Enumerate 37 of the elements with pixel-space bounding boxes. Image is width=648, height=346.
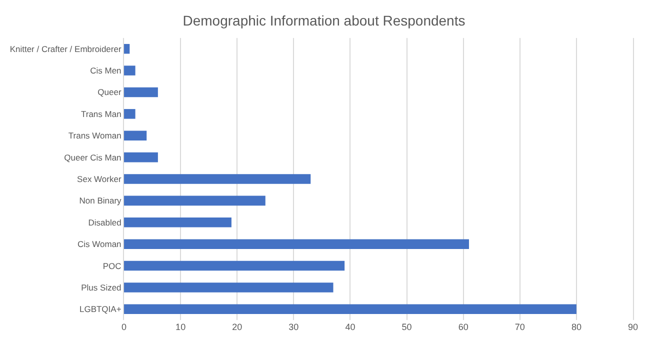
bar xyxy=(124,218,232,228)
bar xyxy=(124,66,136,76)
x-tick-label: 30 xyxy=(288,322,299,332)
y-tick-label: Disabled xyxy=(88,217,122,228)
y-tick-label: Sex Worker xyxy=(77,174,122,184)
y-tick-label: Cis Woman xyxy=(78,239,122,250)
x-tick-label: 20 xyxy=(232,322,242,332)
bar xyxy=(124,152,158,162)
x-tick-label: 70 xyxy=(514,322,525,332)
y-tick-label: POC xyxy=(102,260,122,271)
y-tick-label: Queer Cis Man xyxy=(64,152,122,162)
bar xyxy=(124,282,334,292)
y-tick-label: Cis Men xyxy=(90,66,122,76)
y-tick-label: Trans Woman xyxy=(68,130,122,141)
x-tick-label: 0 xyxy=(121,322,127,332)
bar xyxy=(124,44,130,54)
bar xyxy=(124,239,469,249)
bar xyxy=(124,260,345,271)
x-tick-label: 90 xyxy=(628,322,638,332)
y-tick-label: LGBTQIA+ xyxy=(79,304,122,314)
bar xyxy=(124,196,266,206)
bar xyxy=(124,304,576,314)
x-tick-label: 80 xyxy=(571,322,582,332)
y-tick-label: Queer xyxy=(98,87,122,98)
x-tick-label: 10 xyxy=(176,322,186,332)
y-tick-label: Plus Sized xyxy=(81,282,122,292)
y-tick-label: Knitter / Crafter / Embroiderer xyxy=(10,44,122,54)
x-tick-label: 50 xyxy=(402,322,412,332)
bar xyxy=(124,174,311,184)
bar xyxy=(124,87,158,98)
bar xyxy=(124,130,147,140)
y-tick-label: Non Binary xyxy=(79,196,122,206)
chart-title: Demographic Information about Respondents xyxy=(182,12,466,28)
y-tick-label: Trans Man xyxy=(80,108,122,119)
x-tick-label: 40 xyxy=(345,322,356,332)
x-tick-label: 60 xyxy=(458,322,468,332)
bar xyxy=(124,109,136,119)
